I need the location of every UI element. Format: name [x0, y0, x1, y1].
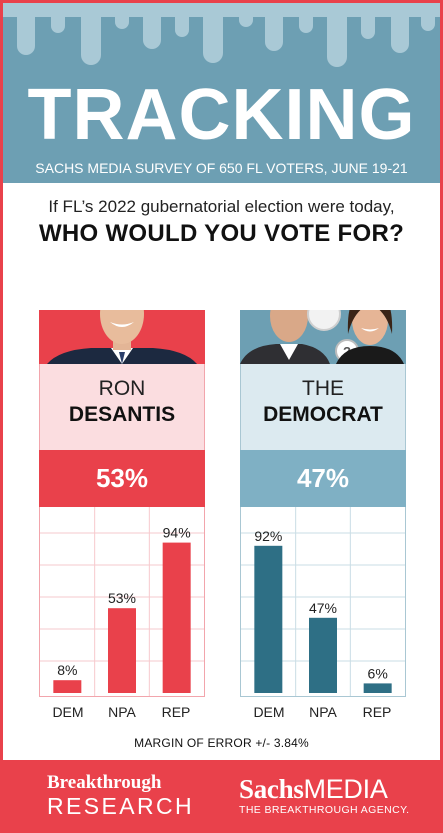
candidate-panel-desantis: RON DESANTIS 53% 8% 53% 94%: [39, 310, 205, 697]
logo-media: MEDIA: [303, 774, 388, 804]
bar-value-label: 6%: [368, 665, 388, 681]
category-label: NPA: [108, 704, 136, 720]
header-title: TRACKING: [27, 75, 416, 155]
category-label: NPA: [309, 704, 337, 720]
drip-decoration: [3, 3, 440, 67]
bar-value-label: 8%: [57, 662, 77, 678]
category-label: DEM: [52, 704, 84, 720]
margin-of-error: MARGIN OF ERROR +/- 3.84%: [134, 736, 309, 750]
question-line2: WHO WOULD YOU VOTE FOR?: [38, 220, 405, 247]
candidate-panel-democrat: ? THE DEMOCRAT 47% 92% 47% 6%: [240, 310, 406, 697]
candidate-photo-democrat: ?: [240, 310, 406, 364]
logo-tagline: THE BREAKTHROUGH AGENCY.: [239, 804, 410, 816]
question-line1: If FL’s 2022 gubernatorial election were…: [48, 197, 395, 216]
logo-line1: Breakthrough: [47, 772, 162, 793]
bar-dem: [53, 680, 82, 693]
bar-chart-desantis: 8% 53% 94%: [40, 507, 204, 696]
logo-sachs: Sachs: [239, 774, 304, 804]
bar-rep: [363, 683, 392, 693]
candidate-photo-desantis: [39, 310, 205, 364]
footer-bar: Breakthrough RESEARCH SachsMEDIA THE BRE…: [3, 760, 440, 830]
breakthrough-research-logo: Breakthrough RESEARCH: [47, 772, 217, 820]
bar-value-label: 53%: [108, 590, 136, 606]
bar-rep: [162, 542, 191, 693]
bar-chart-democrat: 92% 47% 6%: [241, 507, 405, 696]
category-label: REP: [362, 704, 392, 720]
logo-line2: RESEARCH: [47, 793, 195, 819]
header-subtitle: SACHS MEDIA SURVEY OF 650 FL VOTERS, JUN…: [35, 160, 408, 176]
bar-chart-area: 92% 47% 6%: [240, 507, 406, 697]
candidate-total: 47%: [240, 450, 406, 507]
bar-chart-area: 8% 53% 94%: [39, 507, 205, 697]
candidate-name-box: RON DESANTIS: [39, 364, 205, 450]
bar-npa: [309, 617, 337, 693]
bar-value-label: 94%: [163, 525, 191, 541]
candidate-name-line2: DESANTIS: [68, 403, 176, 426]
bar-value-label: 92%: [254, 528, 282, 544]
candidate-name-box: THE DEMOCRAT: [240, 364, 406, 450]
bar-dem: [254, 545, 283, 693]
candidate-name-line1: THE: [302, 377, 344, 400]
sachs-media-logo: SachsMEDIA THE BREAKTHROUGH AGENCY.: [239, 774, 429, 817]
header-banner: TRACKING SACHS MEDIA SURVEY OF 650 FL VO…: [3, 3, 440, 183]
bar-value-label: 47%: [309, 600, 337, 616]
bar-npa: [108, 608, 136, 693]
category-label: REP: [161, 704, 191, 720]
candidate-total: 53%: [39, 450, 205, 507]
candidate-name-line1: RON: [98, 377, 146, 400]
candidate-name-line2: DEMOCRAT: [263, 403, 383, 426]
category-label: DEM: [253, 704, 285, 720]
